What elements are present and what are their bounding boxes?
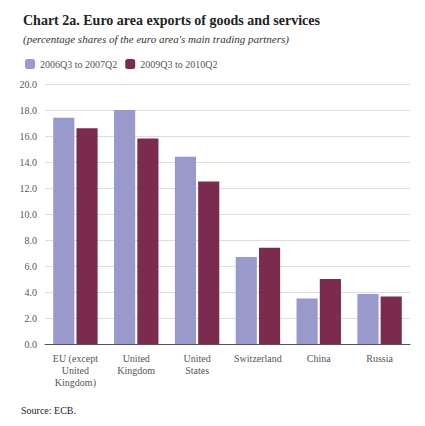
svg-text:4.0: 4.0 [25,287,38,298]
svg-text:0.0: 0.0 [25,339,38,350]
svg-text:Russia: Russia [366,353,393,364]
svg-text:EU (except: EU (except [53,353,98,365]
svg-text:United: United [62,365,89,376]
svg-text:(percentage shares of the euro: (percentage shares of the euro area's ma… [23,33,289,46]
svg-text:United: United [183,353,210,364]
svg-text:2.0: 2.0 [25,313,38,324]
svg-text:Switzerland: Switzerland [234,353,282,364]
svg-text:Chart 2a. Euro area exports of: Chart 2a. Euro area exports of goods and… [23,13,321,28]
svg-text:14.0: 14.0 [20,157,38,168]
svg-text:Kingdom): Kingdom) [55,377,96,389]
svg-text:United: United [123,353,150,364]
svg-text:States: States [185,365,209,376]
svg-text:8.0: 8.0 [25,235,38,246]
svg-text:12.0: 12.0 [20,183,38,194]
svg-text:10.0: 10.0 [20,209,38,220]
svg-text:Source: ECB.: Source: ECB. [21,405,76,416]
svg-text:6.0: 6.0 [25,261,38,272]
svg-text:Kingdom: Kingdom [117,365,155,376]
svg-text:18.0: 18.0 [20,105,38,116]
svg-text:20.0: 20.0 [20,79,38,90]
svg-text:China: China [307,353,331,364]
svg-text:2009Q3 to 2010Q2: 2009Q3 to 2010Q2 [140,59,217,70]
svg-text:16.0: 16.0 [20,131,38,142]
svg-text:2006Q3 to 2007Q2: 2006Q3 to 2007Q2 [40,59,117,70]
